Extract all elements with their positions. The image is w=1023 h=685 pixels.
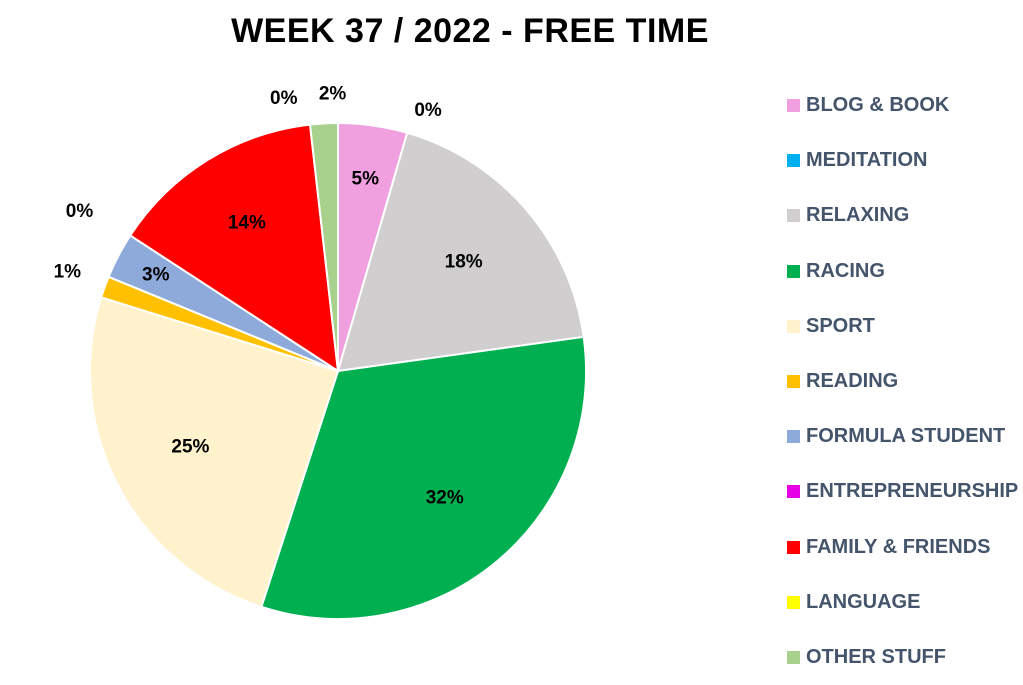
legend-swatch bbox=[787, 485, 800, 499]
legend-label: READING bbox=[806, 370, 899, 393]
legend-swatch bbox=[787, 540, 800, 554]
legend-item-sport: SPORT bbox=[787, 299, 1023, 354]
legend-swatch bbox=[787, 154, 800, 168]
legend-item-blog-and-book: BLOG & BOOK bbox=[787, 78, 1023, 133]
legend-item-meditation: MEDITATION bbox=[787, 133, 1023, 188]
data-label-reading: 1% bbox=[54, 262, 82, 283]
legend-swatch bbox=[787, 595, 800, 609]
legend-swatch bbox=[787, 430, 800, 444]
legend-item-language: LANGUAGE bbox=[787, 575, 1023, 630]
legend-swatch bbox=[787, 209, 800, 223]
data-label-relaxing: 18% bbox=[445, 251, 483, 272]
legend-label: SPORT bbox=[806, 314, 875, 337]
data-label-sport: 25% bbox=[171, 436, 209, 457]
data-label-other-stuff: 2% bbox=[319, 84, 347, 105]
legend-item-formula-student: FORMULA STUDENT bbox=[787, 409, 1023, 464]
pie-slice-sport bbox=[89, 296, 340, 609]
legend-label: RACING bbox=[806, 259, 885, 282]
legend-swatch bbox=[787, 375, 800, 389]
chart-title: WEEK 37 / 2022 - FREE TIME bbox=[231, 12, 709, 50]
pie-chart: 5% 0% 18% 32% 25% 1% 3% 0% 14% 0% 2% bbox=[54, 84, 587, 620]
pie-slice-racing bbox=[260, 335, 587, 620]
data-label-family-and-friends: 14% bbox=[228, 212, 266, 233]
data-label-racing: 32% bbox=[426, 487, 464, 508]
legend-label: LANGUAGE bbox=[806, 590, 921, 613]
legend-label: RELAXING bbox=[806, 204, 910, 227]
legend-item-family-and-friends: FAMILY & FRIENDS bbox=[787, 520, 1023, 575]
legend-label: ENTREPRENEURSHIP bbox=[806, 480, 1019, 503]
legend-swatch bbox=[787, 99, 800, 113]
legend-swatch bbox=[787, 264, 800, 278]
pie-slice-other-stuff bbox=[308, 121, 339, 372]
legend-label: FAMILY & FRIENDS bbox=[806, 535, 991, 558]
legend-item-relaxing: RELAXING bbox=[787, 188, 1023, 243]
legend-label: FORMULA STUDENT bbox=[806, 425, 1006, 448]
legend-label: OTHER STUFF bbox=[806, 645, 946, 668]
legend-label: BLOG & BOOK bbox=[806, 94, 950, 117]
legend: BLOG & BOOK MEDITATION RELAXING RACING SPORT… bbox=[787, 78, 1023, 685]
legend-item-entrepreneurship: ENTREPRENEURSHIP bbox=[787, 464, 1023, 519]
legend-item-other-stuff: OTHER STUFF bbox=[787, 630, 1023, 685]
data-label-language: 0% bbox=[270, 88, 298, 109]
data-label-formula-student: 3% bbox=[142, 264, 170, 285]
pie-slice-family-and-friends bbox=[128, 123, 340, 373]
data-label-entrepreneurship: 0% bbox=[66, 201, 94, 222]
legend-swatch bbox=[787, 319, 800, 333]
legend-swatch bbox=[787, 650, 800, 664]
legend-item-racing: RACING bbox=[787, 244, 1023, 299]
legend-label: MEDITATION bbox=[806, 149, 928, 172]
pie-slice-relaxing bbox=[336, 131, 585, 373]
data-label-blog-and-book: 5% bbox=[352, 169, 380, 190]
data-label-meditation: 0% bbox=[414, 100, 442, 121]
legend-item-reading: READING bbox=[787, 354, 1023, 409]
